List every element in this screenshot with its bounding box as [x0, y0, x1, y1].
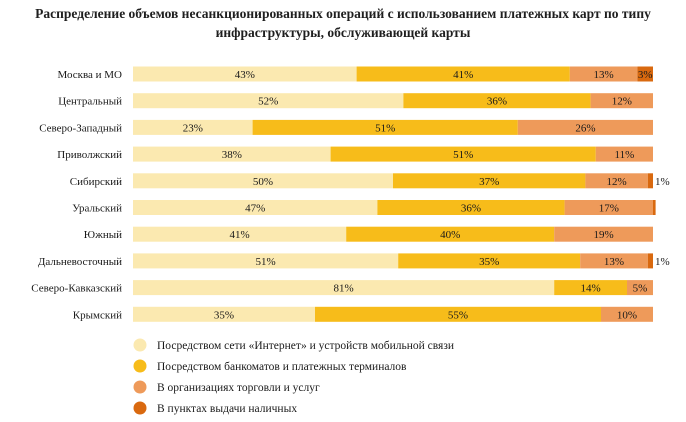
legend-label: Посредством банкоматов и платежных терми…	[157, 361, 407, 373]
data-label: 1%	[655, 176, 670, 188]
data-label: 50%	[253, 176, 273, 188]
data-label: 1%	[655, 256, 670, 268]
category-label: Уральский	[72, 203, 122, 215]
legend-swatch	[133, 338, 147, 352]
legend-label: Посредством сети «Интернет» и устройств …	[157, 340, 454, 352]
data-label: 43%	[235, 69, 255, 81]
bar-segment	[393, 173, 586, 189]
bar-segment	[647, 253, 653, 269]
legend-label: В организациях торговли и услуг	[157, 382, 320, 394]
data-label: 19%	[594, 229, 614, 241]
data-label: 51%	[453, 149, 473, 161]
data-label: 41%	[453, 69, 473, 81]
legend-swatch	[133, 359, 147, 373]
data-label: 52%	[258, 96, 278, 108]
data-label: 3%	[638, 69, 653, 81]
bar-segment	[564, 200, 653, 215]
bar-segment	[133, 200, 378, 215]
bar-segment	[653, 200, 656, 215]
data-label: 51%	[375, 122, 395, 134]
data-label: 13%	[594, 69, 614, 81]
data-label: 81%	[334, 283, 354, 295]
bar-segment	[398, 253, 581, 269]
bar-segment	[590, 93, 653, 109]
chart-title-line-1: Распределение объемов несанкционированны…	[35, 6, 651, 21]
category-label: Северо-Кавказский	[31, 283, 122, 295]
category-label: Крымский	[73, 309, 122, 321]
data-label: 12%	[607, 176, 627, 188]
bar-segment	[637, 66, 653, 82]
category-label: Северо-Западный	[39, 122, 122, 134]
category-label: Дальневосточный	[38, 256, 122, 268]
legend-swatch	[133, 380, 147, 394]
bar-segment	[330, 146, 596, 162]
category-label: Сибирский	[70, 176, 122, 188]
bar-segment	[554, 280, 627, 296]
bar-segment	[133, 66, 357, 82]
category-label: Центральный	[58, 96, 122, 108]
bar-segment	[517, 119, 653, 135]
bar-segment	[569, 66, 638, 82]
bar-segment	[133, 306, 315, 322]
data-label: 41%	[230, 229, 250, 241]
bar-segment	[133, 146, 331, 162]
bar-segment	[133, 173, 393, 189]
data-label: 11%	[615, 149, 635, 161]
data-label: 35%	[214, 309, 234, 321]
bar-segment	[647, 173, 653, 189]
data-label: 12%	[612, 96, 632, 108]
bar-segment	[585, 173, 648, 189]
data-label: 35%	[479, 256, 499, 268]
bar-segment	[133, 226, 347, 242]
bar-segment	[601, 306, 653, 322]
bar-segment	[595, 146, 653, 162]
data-label: 13%	[604, 256, 624, 268]
category-label: Москва и МО	[57, 69, 122, 81]
chart-title: Распределение объемов несанкционированны…	[0, 4, 686, 42]
data-label: 47%	[245, 203, 265, 215]
bar-segment	[133, 119, 253, 135]
bar-segment	[377, 200, 565, 215]
data-label: 10%	[617, 309, 637, 321]
bar-segment	[252, 119, 518, 135]
data-label: 51%	[256, 256, 276, 268]
data-label: 14%	[581, 283, 601, 295]
bar-segment	[356, 66, 570, 82]
data-label: 40%	[440, 229, 460, 241]
category-label: Южный	[84, 229, 122, 241]
bar-segment	[580, 253, 648, 269]
data-label: 23%	[183, 122, 203, 134]
data-label: 36%	[461, 203, 481, 215]
data-label: 36%	[487, 96, 507, 108]
bar-segment	[403, 93, 591, 109]
bar-segment	[346, 226, 555, 242]
data-label: 17%	[599, 203, 619, 215]
bar-segment	[315, 306, 601, 322]
data-label: 55%	[448, 309, 468, 321]
category-label: Приволжский	[57, 149, 122, 161]
legend-swatch	[133, 401, 147, 415]
bar-segment	[133, 280, 555, 296]
data-label: 5%	[633, 283, 648, 295]
data-label: 37%	[479, 176, 499, 188]
data-label: 26%	[575, 122, 595, 134]
legend-label: В пунктах выдачи наличных	[157, 403, 297, 415]
bar-segment	[627, 280, 653, 296]
bar-segment	[554, 226, 653, 242]
data-label: 38%	[222, 149, 242, 161]
bar-segment	[133, 93, 404, 109]
chart-title-line-2: инфраструктуры, обслуживающей карты	[215, 25, 471, 40]
bar-segment	[133, 253, 399, 269]
